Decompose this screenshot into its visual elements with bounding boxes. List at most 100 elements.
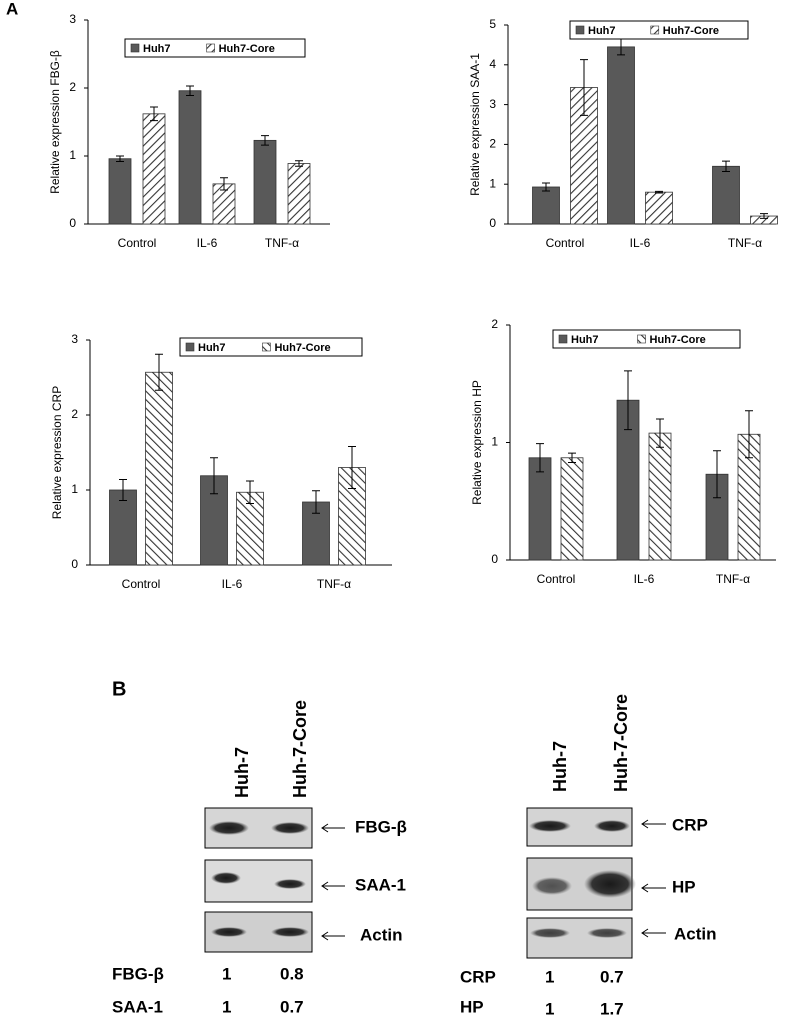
y-tick-label: 0 xyxy=(489,216,496,230)
bar xyxy=(287,163,311,225)
error-bar xyxy=(655,190,663,194)
quant-value: 1.7 xyxy=(600,999,624,1018)
legend-label: Huh7 xyxy=(588,25,616,37)
legend-label: Huh7 xyxy=(198,342,226,354)
legend-swatch xyxy=(130,43,140,53)
bar xyxy=(560,457,584,561)
legend-label: Huh7-Core xyxy=(663,25,719,37)
x-tick-label: IL-6 xyxy=(630,236,651,250)
bar xyxy=(532,186,560,225)
bar xyxy=(109,489,137,566)
error-bar xyxy=(246,480,254,504)
y-axis-label: Relative expression CRP xyxy=(50,386,64,519)
band xyxy=(211,927,247,937)
error-bar xyxy=(119,479,127,501)
band xyxy=(529,820,571,832)
bar xyxy=(253,139,277,225)
y-tick-label: 2 xyxy=(491,317,498,331)
legend-swatch xyxy=(262,342,271,352)
legend-swatch xyxy=(185,342,195,352)
band xyxy=(274,879,306,889)
x-tick-label: TNF-α xyxy=(716,572,750,586)
quant-value: 1 xyxy=(222,997,231,1016)
quant-label: HP xyxy=(460,997,484,1016)
bar xyxy=(236,491,264,566)
x-tick-label: Control xyxy=(546,236,585,250)
x-tick-label: IL-6 xyxy=(222,577,243,591)
bar xyxy=(145,371,173,566)
error-bar xyxy=(536,443,544,473)
quant-value: 1 xyxy=(545,999,554,1018)
bar xyxy=(108,158,132,225)
legend-label: Huh7 xyxy=(143,43,171,55)
y-axis-label: Relative expression HP xyxy=(470,380,484,505)
y-tick-label: 3 xyxy=(71,332,78,346)
error-bar xyxy=(210,457,218,495)
panel-label: A xyxy=(6,0,18,18)
error-bar xyxy=(261,135,269,146)
quant-value: 1 xyxy=(222,964,231,983)
chart: 0 1 2 3 Relative expression FBG-β Control IL-6… xyxy=(48,12,330,250)
chart: 0 1 2 Relative expression HP Control IL-6 TNF-… xyxy=(470,317,776,586)
error-bar xyxy=(348,446,356,489)
arrow xyxy=(321,823,345,941)
error-bar xyxy=(568,452,576,463)
blot-left: Huh-7 Huh-7-Core FBG-β SAA-1 Actin FBG-β… xyxy=(112,700,407,1016)
bar xyxy=(648,432,672,561)
y-axis-label: Relative expression FBG-β xyxy=(48,50,62,194)
legend-swatch xyxy=(206,43,215,53)
bar xyxy=(178,90,202,225)
y-tick-label: 3 xyxy=(69,12,76,26)
y-tick-label: 1 xyxy=(69,148,76,162)
legend-box xyxy=(124,38,306,58)
y-tick-label: 1 xyxy=(489,176,496,190)
error-bar xyxy=(722,160,730,172)
panel-label: B xyxy=(112,678,126,700)
error-bar xyxy=(312,490,320,514)
error-bar xyxy=(542,182,550,192)
bar xyxy=(712,165,740,225)
band-label: FBG-β xyxy=(355,817,407,836)
band-label: HP xyxy=(672,877,696,896)
band xyxy=(271,822,309,834)
y-tick-label: 5 xyxy=(489,17,496,31)
column-label: Huh-7 xyxy=(550,741,570,792)
band xyxy=(209,821,249,835)
band xyxy=(530,928,570,938)
x-tick-label: IL-6 xyxy=(197,236,218,250)
quant-value: 0.7 xyxy=(280,997,304,1016)
error-bar xyxy=(116,155,124,162)
y-tick-label: 1 xyxy=(71,482,78,496)
quant-label: CRP xyxy=(460,967,496,986)
blot-strip xyxy=(526,917,633,959)
x-tick-label: Control xyxy=(537,572,576,586)
y-tick-label: 3 xyxy=(489,97,496,111)
error-bar xyxy=(580,59,588,116)
error-bar xyxy=(760,213,768,219)
legend-swatch xyxy=(575,25,585,35)
arrow xyxy=(641,819,666,938)
legend-swatch xyxy=(650,25,660,35)
y-axis-label: Relative expression SAA-1 xyxy=(468,53,482,196)
error-bar xyxy=(155,353,163,391)
legend-box xyxy=(179,337,363,357)
y-tick-label: 2 xyxy=(489,137,496,151)
quant-value: 0.7 xyxy=(600,967,624,986)
legend-label: Huh7-Core xyxy=(219,43,275,55)
quant-label: FBG-β xyxy=(112,964,164,983)
quant-value: 1 xyxy=(545,967,554,986)
legend-label: Huh7-Core xyxy=(274,342,330,354)
error-bar xyxy=(656,418,664,448)
error-bar xyxy=(624,370,632,431)
bar xyxy=(607,46,635,225)
quant-label: SAA-1 xyxy=(112,997,163,1016)
x-tick-label: Control xyxy=(122,577,161,591)
blot-right: Huh-7 Huh-7-Core CRP HP Actin CRP 1 0.7 … xyxy=(460,694,717,1018)
band xyxy=(532,877,572,895)
error-bar xyxy=(295,160,303,167)
band xyxy=(587,928,627,938)
band xyxy=(211,872,241,884)
legend-label: Huh7 xyxy=(571,334,599,346)
y-tick-label: 0 xyxy=(491,552,498,566)
